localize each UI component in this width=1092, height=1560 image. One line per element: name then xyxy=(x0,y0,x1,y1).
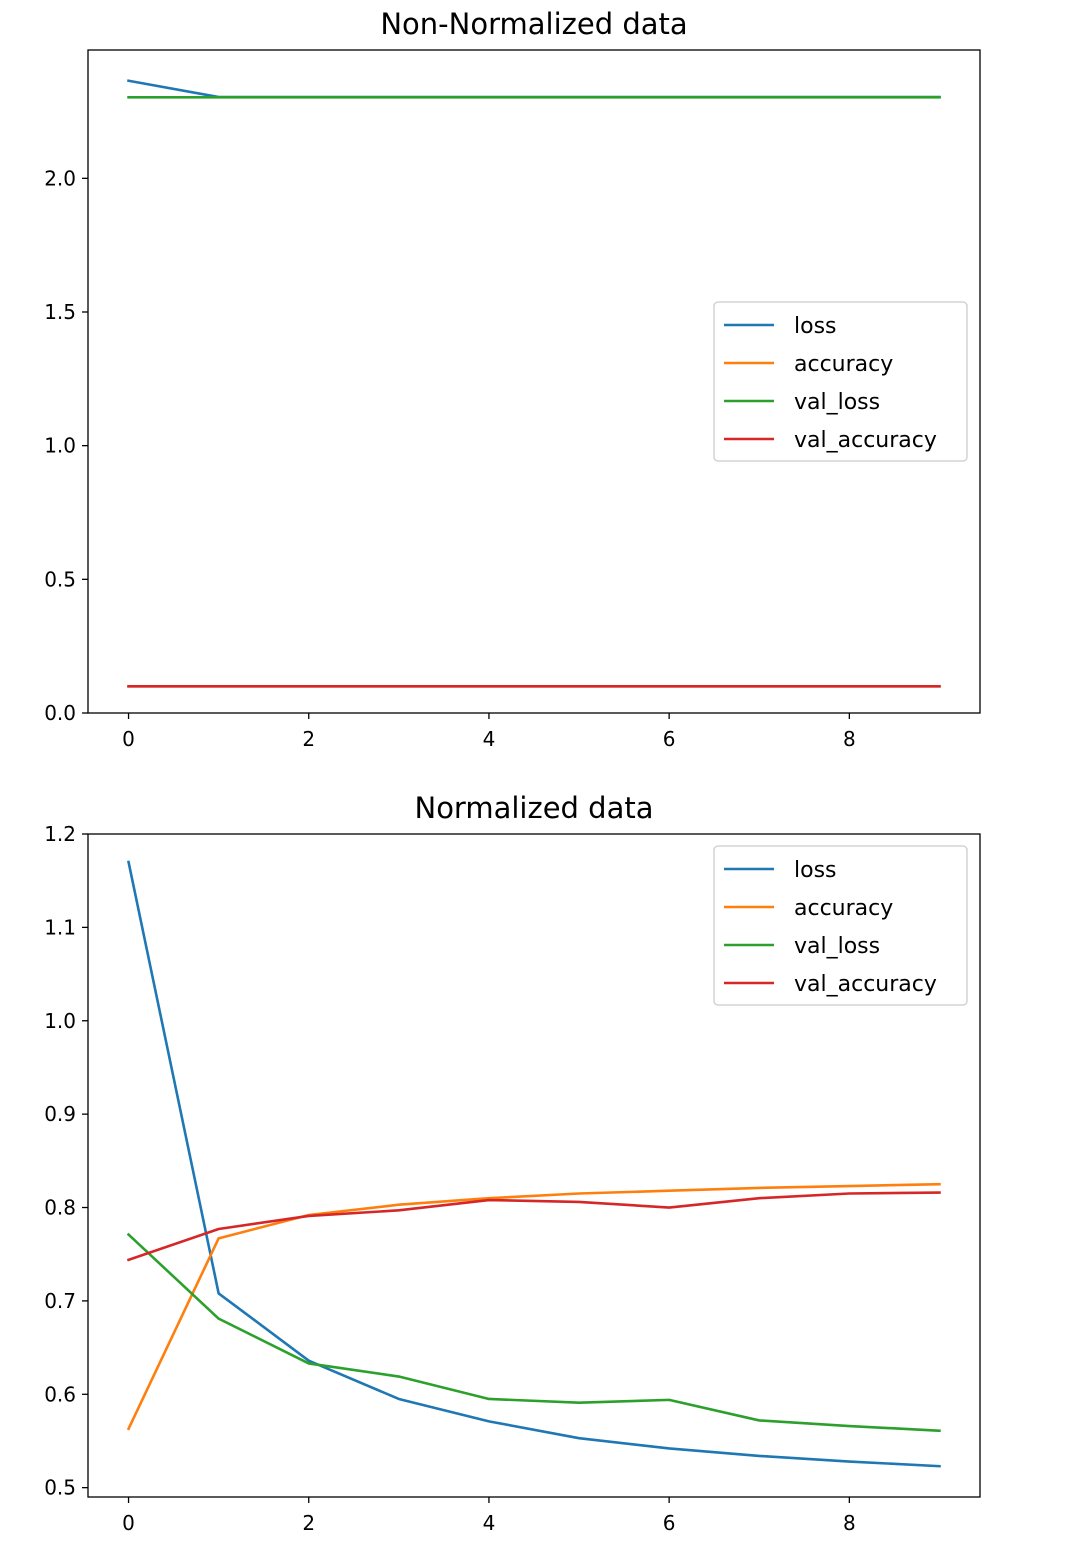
axes-frame xyxy=(87,49,981,714)
legend-label: val_accuracy xyxy=(794,972,937,997)
x-tick-label: 6 xyxy=(663,727,676,751)
chart-title: Non-Normalized data xyxy=(380,7,687,41)
legend-label: accuracy xyxy=(794,352,893,377)
y-tick-label: 2.0 xyxy=(44,166,76,190)
y-tick-label: 0.5 xyxy=(44,567,76,591)
y-tick-label: 0.6 xyxy=(44,1382,76,1406)
legend: loss accuracy val_loss val_accuracy xyxy=(713,301,968,462)
y-tick-label: 0.0 xyxy=(44,701,76,725)
x-tick-label: 2 xyxy=(302,1511,315,1535)
series-line-val-loss xyxy=(126,1232,941,1433)
x-tick-label: 6 xyxy=(663,1511,676,1535)
y-tick-label: 0.5 xyxy=(44,1476,76,1500)
series-line-loss xyxy=(127,860,941,1468)
legend-label: val_loss xyxy=(794,390,880,415)
y-tick-label: 0.9 xyxy=(44,1102,76,1126)
series-lines xyxy=(127,79,941,688)
x-tick-label: 8 xyxy=(843,1511,856,1535)
legend-label: loss xyxy=(794,858,837,883)
chart-non-normalized: Non-Normalized data 0 2 4 6 8 0.0 0.5 1.0 1.5 2.0 l… xyxy=(44,7,981,751)
x-tick-label: 0 xyxy=(122,1511,135,1535)
legend-box xyxy=(713,301,968,462)
y-tick-label: 0.7 xyxy=(44,1289,76,1313)
y-tick-label: 1.2 xyxy=(44,822,76,846)
legend-label: val_accuracy xyxy=(794,428,937,453)
legend-label: loss xyxy=(794,314,837,339)
x-tick-label: 4 xyxy=(483,727,496,751)
y-tick-label: 1.0 xyxy=(44,434,76,458)
legend-label: val_loss xyxy=(794,934,880,959)
x-tick-label: 2 xyxy=(302,727,315,751)
legend-box xyxy=(713,845,968,1006)
x-tick-label: 4 xyxy=(483,1511,496,1535)
series-line-val-accuracy xyxy=(126,1191,941,1262)
chart-normalized: Normalized data 0 2 4 6 8 0.5 0.6 0.7 0.8 0.9 1.0 1.… xyxy=(44,791,981,1535)
series-line-accuracy xyxy=(126,1182,941,1431)
series-lines xyxy=(126,860,941,1468)
y-tick-label: 1.0 xyxy=(44,1009,76,1033)
axes-frame xyxy=(87,833,981,1498)
y-tick-label: 1.1 xyxy=(44,915,76,939)
y-tick-label: 1.5 xyxy=(44,300,76,324)
x-tick-label: 0 xyxy=(122,727,135,751)
y-tick-label: 0.8 xyxy=(44,1196,76,1220)
chart-title: Normalized data xyxy=(415,791,654,825)
legend: loss accuracy val_loss val_accuracy xyxy=(713,845,968,1006)
legend-label: accuracy xyxy=(794,896,893,921)
x-tick-label: 8 xyxy=(843,727,856,751)
